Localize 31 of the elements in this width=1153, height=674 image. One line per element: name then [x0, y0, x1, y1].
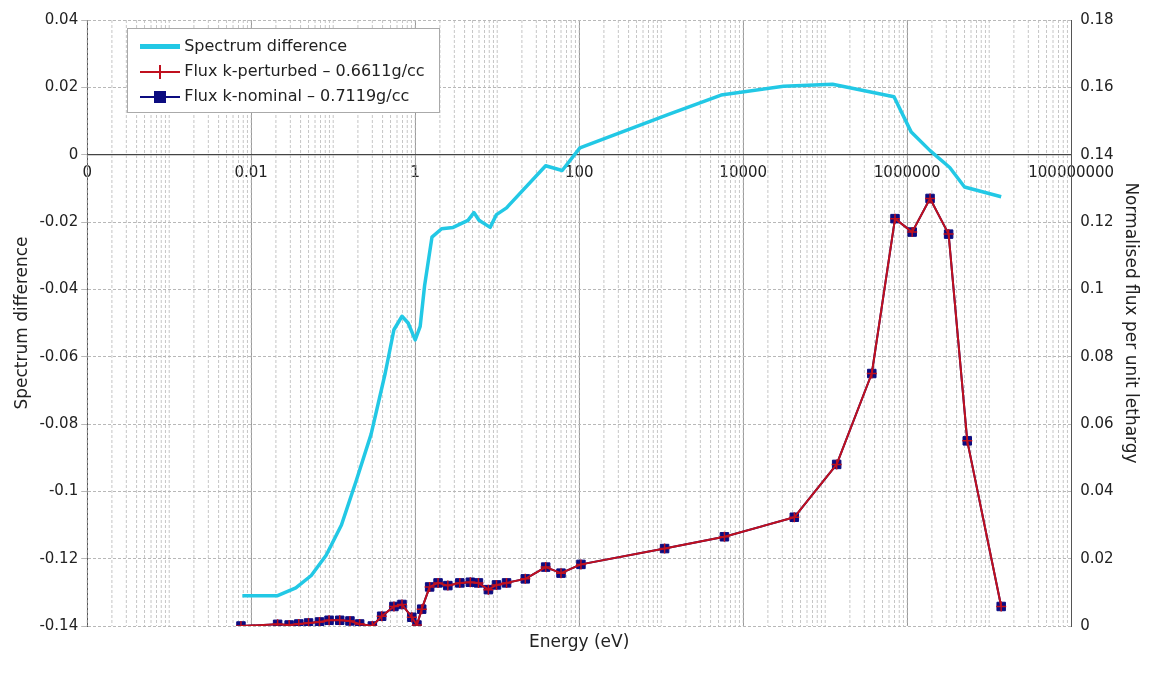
x-tick-label: 0.01 [234, 162, 268, 181]
y2-tick-label: 0.02 [1080, 548, 1114, 567]
y2-tick-label: 0.18 [1080, 9, 1114, 28]
legend-label: Flux k-perturbed – 0.6611g/cc [184, 61, 425, 80]
x-tick-label: 100 [564, 162, 594, 181]
y2-tick-label: 0.08 [1080, 346, 1114, 365]
legend-label: Flux k-nominal – 0.7119g/cc [184, 86, 410, 105]
y2-tick-label: 0.06 [1080, 413, 1114, 432]
y-tick-label: -0.08 [39, 413, 79, 432]
legend-label: Spectrum difference [184, 36, 348, 55]
y2-tick-label: 0 [1080, 615, 1090, 634]
y2-tick-label: 0.14 [1080, 144, 1114, 163]
y2-tick-label: 0.04 [1080, 481, 1114, 500]
y-tick-label: -0.02 [39, 211, 79, 230]
y-tick-label: -0.14 [39, 615, 79, 634]
y2-tick-label: 0.1 [1080, 279, 1105, 298]
y2-axis-title: Normalised flux per unit lethargy [1122, 182, 1143, 464]
y-tick-label: 0.02 [44, 77, 79, 96]
x-tick-label: 1 [410, 162, 420, 181]
y2-tick-label: 0.12 [1080, 211, 1114, 230]
y2-tick-label: 0.16 [1080, 77, 1114, 96]
y-tick-label: 0.04 [44, 9, 79, 28]
x-tick-label: 10000 [719, 162, 768, 181]
y-tick-label: -0.04 [39, 279, 79, 298]
y-tick-label: 0 [68, 144, 79, 163]
y-tick-label: -0.12 [39, 548, 79, 567]
y-tick-label: -0.06 [39, 346, 79, 365]
y-tick-label: -0.1 [48, 481, 79, 500]
y-axis-title: Spectrum difference [10, 236, 31, 410]
x-tick-label: 1000000 [873, 162, 941, 181]
x-axis-title: Energy (eV) [529, 630, 630, 651]
